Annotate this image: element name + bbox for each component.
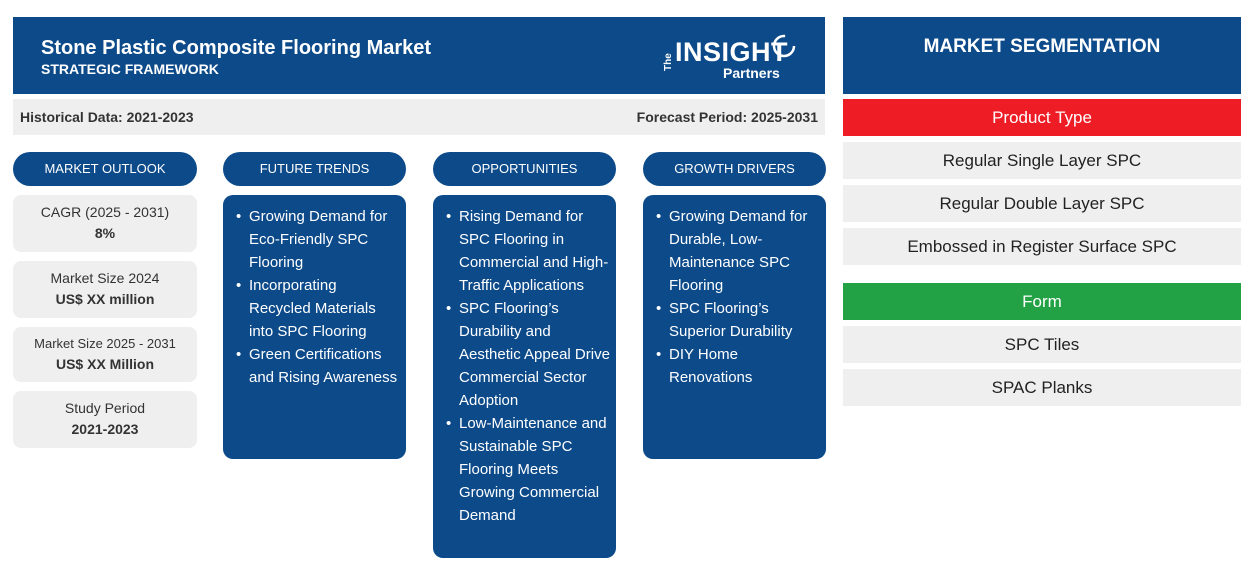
trend-item: Growing Demand for Eco-Friendly SPC Floo… [236,205,400,274]
driver-item: Growing Demand for Durable, Low-Maintena… [656,205,820,297]
growth-drivers-header: GROWTH DRIVERS [643,152,826,186]
market-size-forecast-card: Market Size 2025 - 2031 US$ XX Million [13,327,197,382]
stat-label: Market Size 2024 [50,270,160,286]
trend-item: Incorporating Recycled Materials into SP… [236,274,400,343]
forecast-period: Forecast Period: 2025-2031 [636,109,818,125]
logo-swoosh-icon [772,34,796,58]
segment-item: SPC Tiles [843,326,1241,363]
driver-item: DIY Home Renovations [656,343,820,389]
stat-label: Study Period [64,400,146,416]
segment-item: SPAC Planks [843,369,1241,406]
future-trends-card: Growing Demand for Eco-Friendly SPC Floo… [223,195,406,459]
report-title: Stone Plastic Composite Flooring Market [41,37,432,59]
stat-label: CAGR (2025 - 2031) [40,204,170,220]
logo-the: The [663,53,674,71]
report-subtitle: STRATEGIC FRAMEWORK [41,61,219,77]
driver-item: SPC Flooring’s Superior Durability [656,297,820,343]
segment-item: Regular Single Layer SPC [843,142,1241,179]
stat-value: 8% [94,225,116,241]
historical-data: Historical Data: 2021-2023 [20,109,194,125]
study-period-card: Study Period 2021-2023 [13,391,197,448]
stat-value: US$ XX Million [55,356,154,372]
opportunity-item: SPC Flooring’s Durability and Aesthetic … [446,297,610,412]
growth-drivers-card: Growing Demand for Durable, Low-Maintena… [643,195,826,459]
opportunities-card: Rising Demand for SPC Flooring in Commer… [433,195,616,558]
period-bar: Historical Data: 2021-2023 Forecast Peri… [13,99,825,135]
opportunity-item: Rising Demand for SPC Flooring in Commer… [446,205,610,297]
stat-label: Market Size 2025 - 2031 [34,336,176,351]
insight-partners-logo: The INSIGHT Partners [663,31,803,83]
stat-value: US$ XX million [55,291,155,307]
segment-item: Embossed in Register Surface SPC [843,228,1241,265]
segment-item: Regular Double Layer SPC [843,185,1241,222]
future-trends-header: FUTURE TRENDS [223,152,406,186]
segment-product-type: Product Type [843,99,1241,136]
stat-value: 2021-2023 [71,421,139,437]
report-header: Stone Plastic Composite Flooring Market … [13,17,825,94]
segment-form: Form [843,283,1241,320]
market-segmentation-header: MARKET SEGMENTATION [843,17,1241,94]
market-size-2024-card: Market Size 2024 US$ XX million [13,261,197,318]
market-outlook-header: MARKET OUTLOOK [13,152,197,186]
opportunities-header: OPPORTUNITIES [433,152,616,186]
logo-partners: Partners [723,65,780,81]
opportunity-item: Low-Maintenance and Sustainable SPC Floo… [446,412,610,527]
trend-item: Green Certifications and Rising Awarenes… [236,343,400,389]
cagr-card: CAGR (2025 - 2031) 8% [13,195,197,252]
logo-insight: INSIGHT [675,37,789,67]
